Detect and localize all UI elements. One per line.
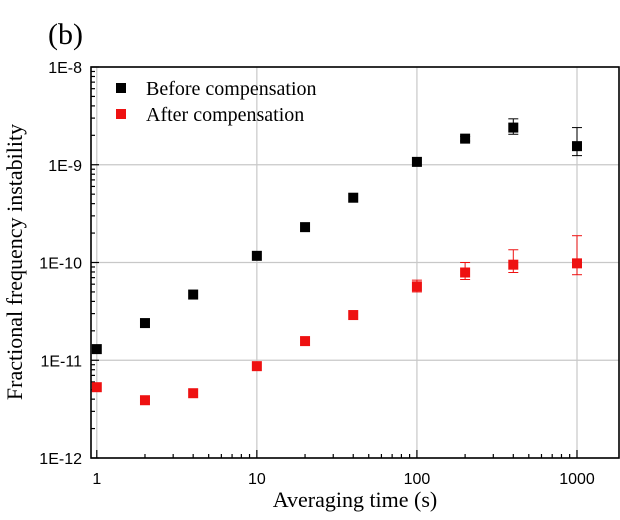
legend-marker [116, 83, 126, 93]
x-tick-label: 100 [404, 471, 431, 488]
data-points [91, 122, 582, 406]
legend-marker [116, 109, 126, 119]
y-tick-labels: 1E-8 1E-9 1E-10 1E-11 1E-12 [39, 60, 82, 468]
x-tick-labels: 1 10 100 1000 [92, 471, 595, 488]
y-tick-label: 1E-11 [40, 353, 82, 370]
data-point-after [300, 336, 311, 347]
data-point-before [300, 222, 311, 233]
panel-label: (b) [48, 18, 83, 51]
data-point-after [251, 361, 262, 372]
data-point-after [508, 259, 519, 270]
data-point-before [508, 122, 519, 133]
x-tick-label: 1000 [559, 471, 595, 488]
y-tick-label: 1E-12 [39, 451, 82, 468]
data-point-after [91, 382, 102, 393]
data-point-before [571, 141, 582, 152]
data-point-after [139, 395, 150, 406]
error-bars [411, 118, 582, 293]
y-axis-label: Fractional frequency instability [2, 124, 27, 400]
data-point-before [188, 289, 199, 300]
y-tick-label: 1E-10 [39, 256, 82, 273]
data-point-after [411, 281, 422, 292]
x-tick-label: 10 [248, 471, 266, 488]
legend-label: After compensation [146, 104, 304, 126]
data-point-before [139, 318, 150, 329]
y-tick-label: 1E-8 [48, 60, 82, 77]
data-point-before [348, 192, 359, 203]
data-point-before [460, 133, 471, 144]
data-point-before [411, 156, 422, 167]
data-point-after [571, 258, 582, 269]
x-tick-label: 1 [92, 471, 101, 488]
data-point-before [91, 344, 102, 355]
y-tick-label: 1E-9 [48, 158, 82, 175]
data-point-after [460, 267, 471, 278]
data-point-after [188, 388, 199, 399]
data-point-after [348, 310, 359, 321]
data-point-before [251, 250, 262, 261]
x-axis-label: Averaging time (s) [273, 487, 438, 512]
legend-label: Before compensation [146, 78, 317, 100]
plot-frame [90, 66, 620, 459]
legend: Before compensation After compensation [116, 78, 317, 126]
